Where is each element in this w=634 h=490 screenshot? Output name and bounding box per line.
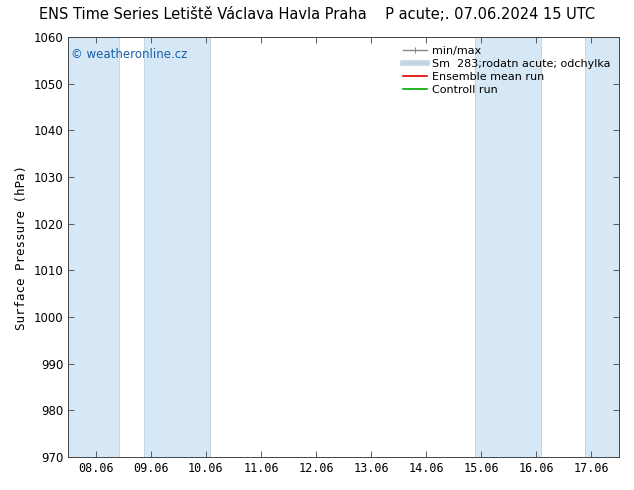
Text: ENS Time Series Letiště Václava Havla Praha    P acute;. 07.06.2024 15 UTC: ENS Time Series Letiště Václava Havla Pr…: [39, 7, 595, 23]
Bar: [144, 37, 210, 457]
Bar: [475, 37, 541, 457]
Bar: [68, 37, 119, 457]
Legend: min/max, Sm  283;rodatn acute; odchylka, Ensemble mean run, Controll run: min/max, Sm 283;rodatn acute; odchylka, …: [399, 43, 614, 98]
Y-axis label: Surface Pressure (hPa): Surface Pressure (hPa): [15, 165, 28, 330]
Text: © weatheronline.cz: © weatheronline.cz: [71, 48, 187, 61]
Bar: [585, 37, 619, 457]
